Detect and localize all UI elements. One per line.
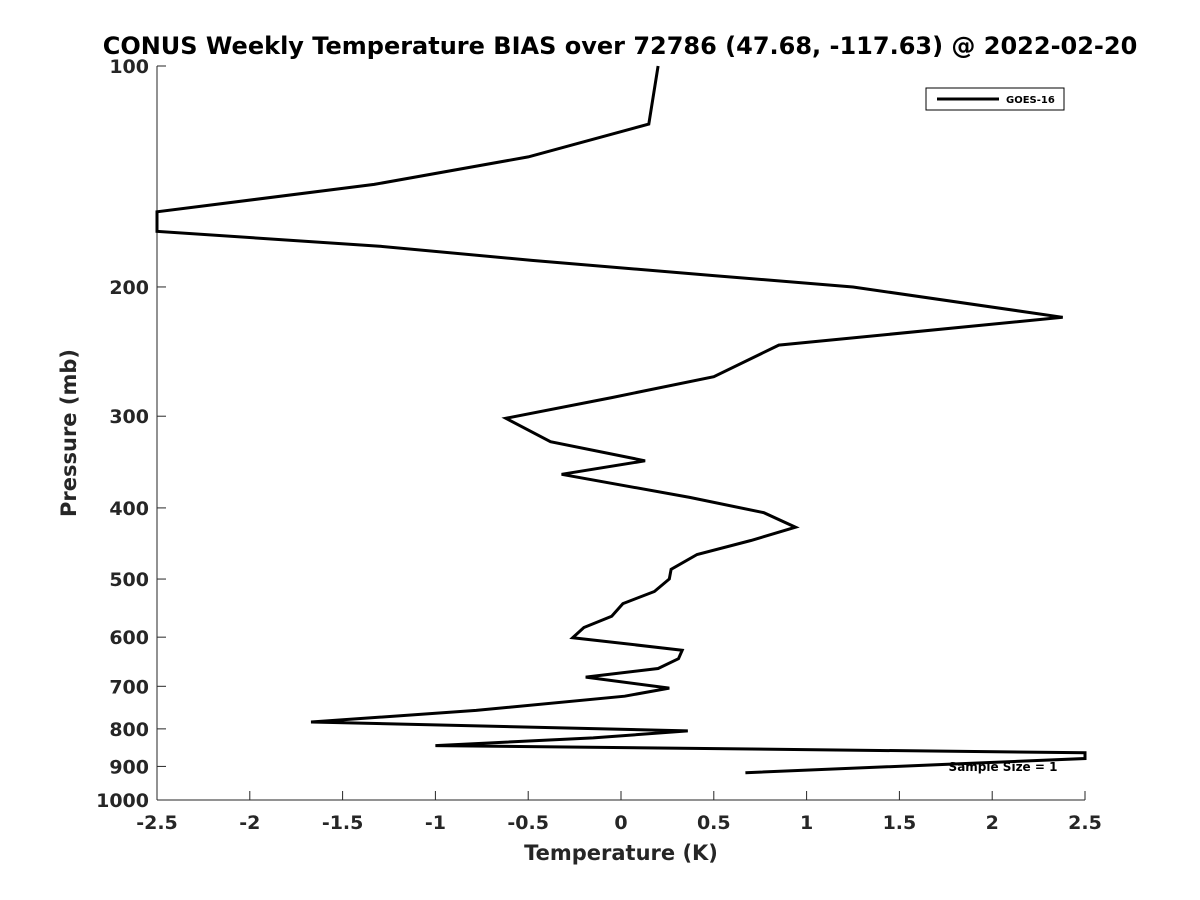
- x-tick-label: 2: [986, 812, 999, 834]
- x-tick-label: -0.5: [507, 812, 549, 834]
- y-tick-label: 1000: [96, 790, 149, 812]
- x-tick-label: 0.5: [697, 812, 731, 834]
- legend-label-goes-16: GOES-16: [1006, 95, 1055, 106]
- x-tick-label: 2.5: [1068, 812, 1102, 834]
- y-tick-label: 300: [109, 406, 149, 428]
- y-tick-label: 200: [109, 277, 149, 299]
- x-tick-label: 0: [614, 812, 627, 834]
- legend: GOES-16: [925, 87, 1065, 111]
- sample-size-annotation: Sample Size = 1: [949, 760, 1058, 774]
- y-tick-label: 400: [109, 498, 149, 520]
- y-tick-label: 900: [109, 756, 149, 778]
- x-tick-label: -1: [425, 812, 446, 834]
- x-tick-label: 1.5: [883, 812, 917, 834]
- series-line-goes-16: [155, 65, 1087, 775]
- y-tick-label: 100: [109, 56, 149, 78]
- y-tick-label: 800: [109, 719, 149, 741]
- x-axis-label: Temperature (K): [524, 841, 718, 865]
- y-tick-label: 700: [109, 676, 149, 698]
- x-tick-label: 1: [800, 812, 813, 834]
- x-axis: -2.5 -2 -1.5 -1 -0.5 0 0.5 1 1.5 2 2.5: [136, 791, 1102, 834]
- x-tick-label: -2.5: [136, 812, 178, 834]
- y-axis: 100 200 300 400 500 600 700 800 900 1000: [96, 56, 166, 812]
- y-tick-label: 600: [109, 627, 149, 649]
- x-tick-label: -1.5: [322, 812, 364, 834]
- y-axis-label: Pressure (mb): [57, 349, 81, 517]
- chart-title: CONUS Weekly Temperature BIAS over 72786…: [103, 32, 1138, 60]
- plot-area: [155, 65, 1087, 801]
- x-tick-label: -2: [239, 812, 260, 834]
- y-tick-label: 500: [109, 569, 149, 591]
